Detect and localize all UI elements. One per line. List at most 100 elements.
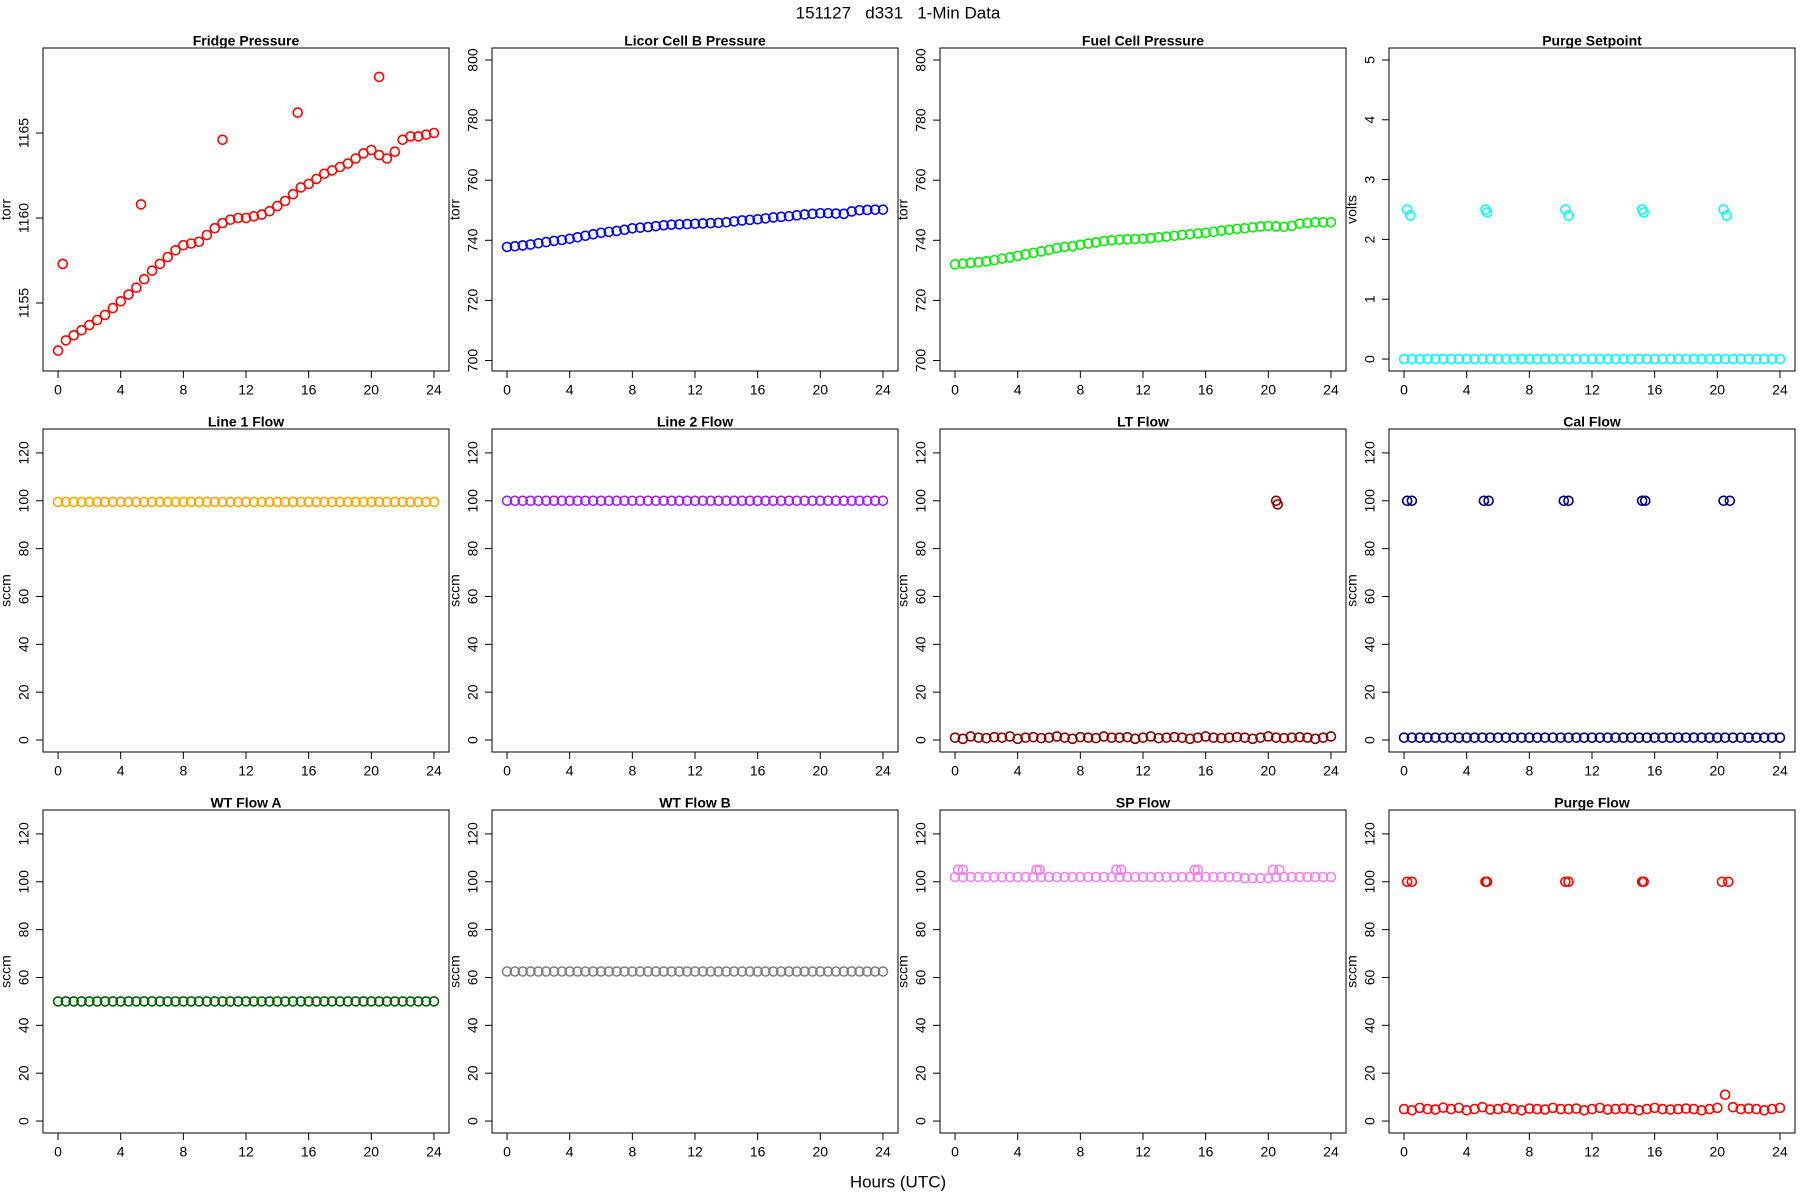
point [1270,732,1282,743]
point [1722,876,1734,888]
point [1145,871,1157,883]
point [131,996,142,1007]
point [791,966,803,977]
point [115,496,126,508]
x-tick-label: 8 [1076,382,1084,398]
y-tick-label: 760 [913,168,929,192]
point [1453,353,1465,365]
point [264,496,275,508]
point [619,224,630,236]
point [1469,732,1480,743]
point [1563,210,1574,221]
y-tick-label: 800 [465,48,481,72]
x-tick-label: 12 [1135,1144,1151,1160]
point [107,996,119,1007]
point [548,495,560,507]
point [1430,732,1441,743]
point [1192,864,1204,876]
x-tick-label: 12 [238,1144,254,1160]
point [240,996,252,1007]
point [1273,864,1285,876]
point [1594,353,1606,365]
x-tick-label: 0 [951,1144,959,1160]
point [1325,216,1337,228]
point [272,996,283,1007]
point [501,495,513,507]
point [1594,1102,1606,1114]
point [279,195,291,207]
point [123,496,134,508]
y-tick-label: 2 [1362,235,1378,243]
y-tick-label: 60 [16,969,32,985]
point [1680,1103,1692,1114]
point [1184,228,1196,240]
y-tick-label: 60 [16,588,32,604]
point [1539,1104,1551,1115]
point [752,495,763,507]
point [1492,1103,1504,1115]
point [1278,221,1290,233]
point [1633,1104,1645,1116]
x-tick-label: 12 [1135,763,1151,779]
point [99,996,111,1007]
y-axis-label: sccm [447,955,463,988]
point [846,966,857,977]
point [1560,876,1571,888]
x-tick-label: 12 [687,1144,703,1160]
point [381,996,393,1007]
point [1547,1102,1559,1114]
point [1712,732,1723,743]
point [193,236,205,248]
point [1020,249,1031,260]
point [326,996,338,1007]
x-tick-label: 4 [117,382,125,398]
point [1610,732,1621,743]
point [603,495,615,507]
point [1665,1104,1676,1115]
x-tick-label: 0 [503,763,511,779]
point [1137,233,1149,245]
point [721,216,732,228]
point [1672,732,1684,743]
point [162,996,173,1007]
point [1437,1102,1449,1113]
point [799,966,810,977]
point [807,966,818,977]
y-tick-label: 60 [913,969,929,985]
point [861,204,873,216]
point [1639,495,1651,507]
point [540,966,552,977]
y-tick-label: 100 [913,870,929,894]
point [1633,353,1645,365]
point [1401,876,1413,888]
point [1508,353,1519,365]
point [768,966,779,977]
point [1317,216,1329,228]
point [1625,353,1637,365]
x-tick-label: 8 [1076,763,1084,779]
point [981,871,992,883]
point [1223,871,1235,883]
point [1602,732,1613,743]
y-tick-label: 3 [1362,175,1378,183]
point [1610,353,1621,365]
point [587,495,599,507]
point [373,71,385,83]
x-tick-label: 8 [179,763,187,779]
point [1398,1103,1410,1115]
point [1766,353,1778,365]
point [1208,732,1219,743]
point [587,228,599,240]
x-tick-label: 24 [1772,1144,1788,1160]
x-axis-label: Hours (UTC) [850,1172,946,1191]
y-tick-label: 40 [16,636,32,652]
point [1012,250,1023,262]
y-tick-label: 20 [1362,684,1378,700]
point [138,273,150,285]
point [556,234,568,246]
point [217,134,228,146]
point [861,966,873,977]
point [1641,353,1653,365]
point [366,996,377,1007]
point [1445,1103,1457,1115]
